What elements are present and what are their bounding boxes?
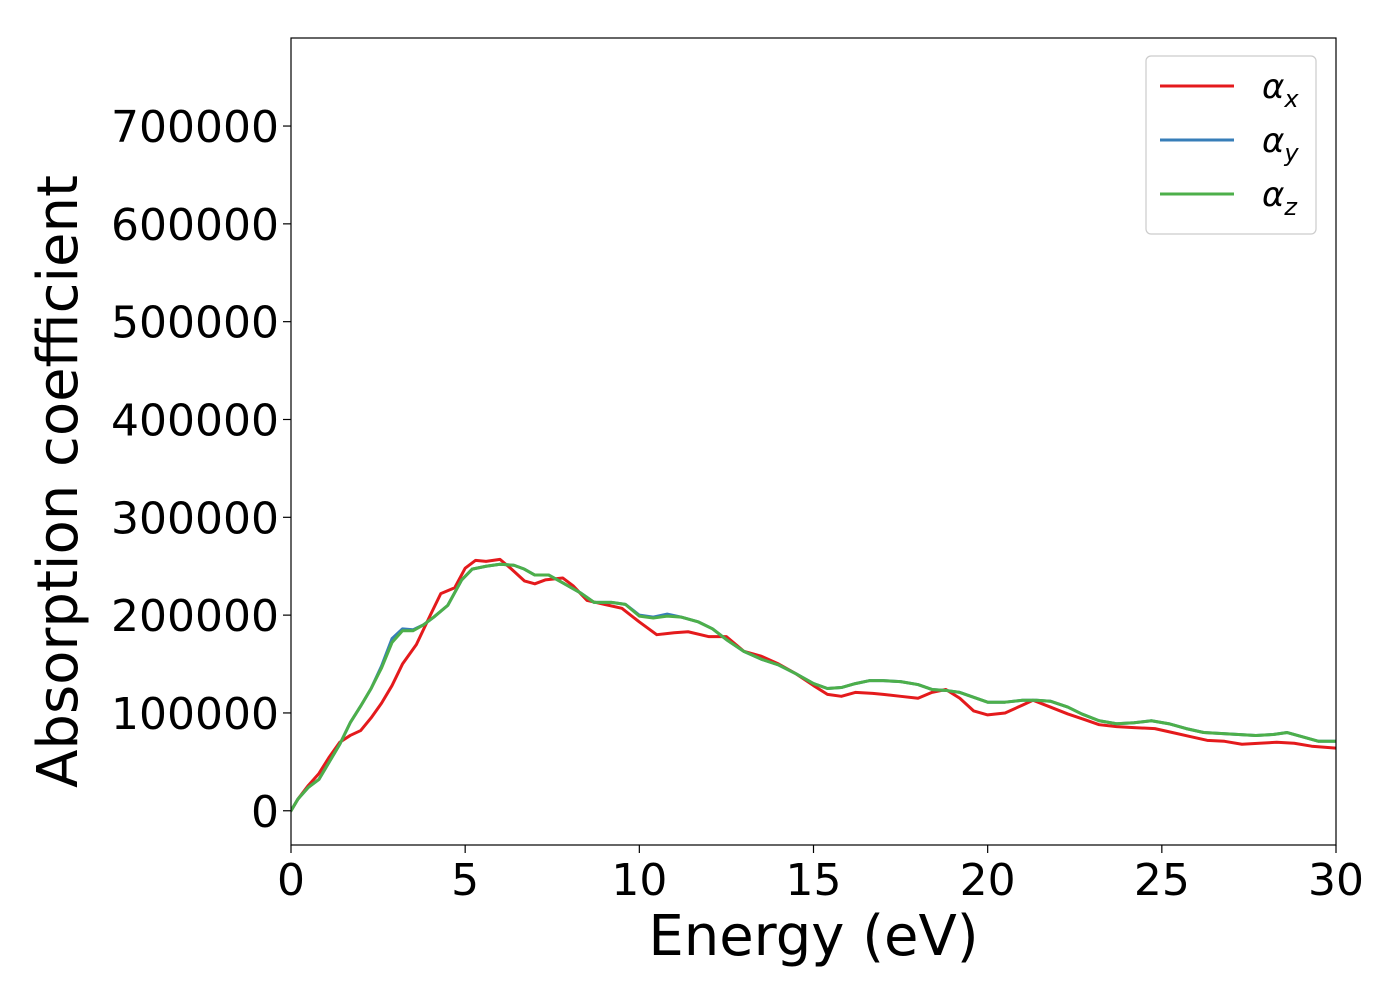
y-tick-label: 700000: [111, 102, 279, 153]
y-tick-label: 200000: [111, 591, 279, 642]
x-tick-label: 0: [277, 855, 305, 906]
y-tick-label: 500000: [111, 298, 279, 349]
y-tick-label: 600000: [111, 200, 279, 251]
x-tick-label: 25: [1134, 855, 1190, 906]
legend-label-y: αy: [1262, 121, 1299, 167]
legend: αx αy αz: [1145, 55, 1317, 235]
y-tick-label: 400000: [111, 395, 279, 446]
x-tick-label: 15: [786, 855, 842, 906]
series-line-z: [291, 562, 1336, 813]
y-tick-label: 0: [251, 787, 279, 838]
x-tick-label: 5: [451, 855, 479, 906]
legend-box: [1145, 55, 1317, 235]
x-tick-label: 30: [1308, 855, 1364, 906]
y-axis-title: Absorption coefficient: [26, 175, 91, 788]
y-tick-label: 100000: [111, 689, 279, 740]
x-tick-label: 20: [960, 855, 1016, 906]
x-tick-label: 10: [611, 855, 667, 906]
y-tick-label: 300000: [111, 493, 279, 544]
legend-label-x: αx: [1262, 67, 1299, 113]
series-layer: [291, 557, 1336, 813]
x-axis-title: Energy (eV): [648, 904, 978, 969]
x-axis: 0 5 10 15 20 25 30: [277, 845, 1364, 906]
y-axis: 0 100000 200000 300000 400000 500000 600000 700…: [111, 102, 291, 838]
legend-label-z: αz: [1262, 175, 1298, 221]
